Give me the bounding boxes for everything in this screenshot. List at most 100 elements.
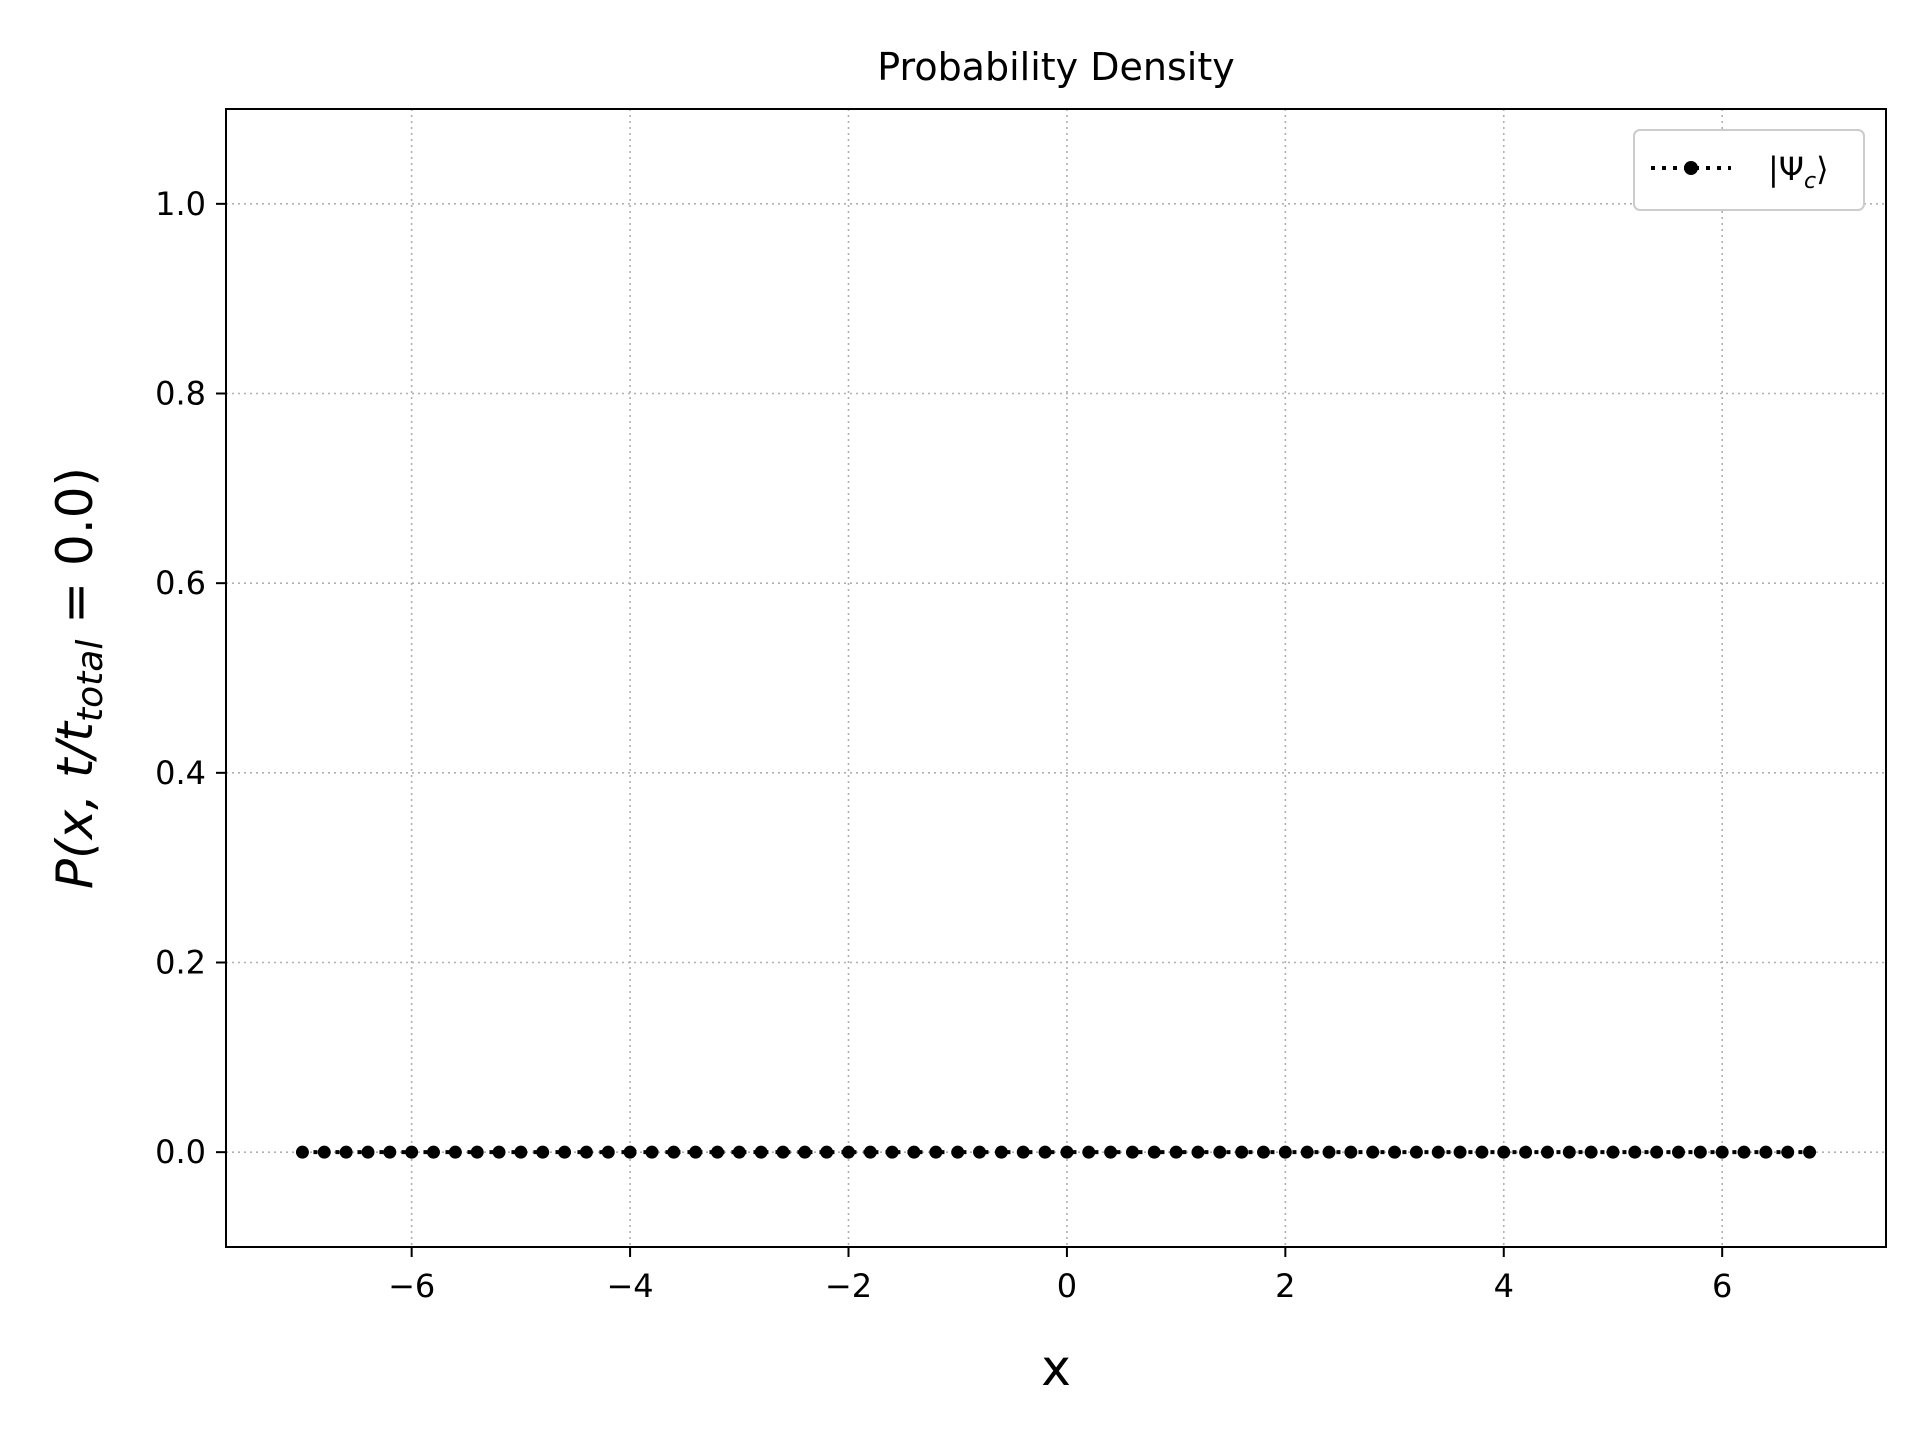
data-point bbox=[514, 1145, 528, 1159]
data-point bbox=[1060, 1145, 1074, 1159]
x-axis-label: x bbox=[1041, 1339, 1071, 1397]
data-point bbox=[732, 1145, 746, 1159]
data-point bbox=[1584, 1145, 1598, 1159]
legend-box bbox=[1633, 129, 1865, 211]
x-tick-label: 6 bbox=[1712, 1267, 1732, 1305]
data-point bbox=[601, 1145, 615, 1159]
data-point bbox=[1344, 1145, 1358, 1159]
y-axis-label-main: P(x, t/t bbox=[46, 720, 104, 889]
data-point bbox=[1388, 1145, 1402, 1159]
data-point bbox=[1431, 1145, 1445, 1159]
x-tick-label: −4 bbox=[606, 1267, 653, 1305]
data-point bbox=[623, 1145, 637, 1159]
data-point bbox=[1125, 1145, 1139, 1159]
y-tick-label: 0.0 bbox=[155, 1133, 206, 1171]
y-axis-label-tail: = 0.0) bbox=[46, 467, 104, 640]
data-point bbox=[1453, 1145, 1467, 1159]
data-point bbox=[907, 1145, 921, 1159]
data-point bbox=[1562, 1145, 1576, 1159]
y-tick-label: 0.2 bbox=[155, 944, 206, 982]
data-point bbox=[295, 1145, 309, 1159]
y-axis-label-sub: total bbox=[70, 640, 111, 722]
data-point bbox=[1213, 1145, 1227, 1159]
data-point bbox=[776, 1145, 790, 1159]
data-point bbox=[492, 1145, 506, 1159]
ticks-layer: −6 −4 −2 0 2 4 6 0.0 0.2 0.4 0.6 0.8 1.0 bbox=[155, 185, 1732, 1305]
chart-title: Probability Density bbox=[877, 45, 1234, 89]
data-point bbox=[1759, 1145, 1773, 1159]
plot-frame bbox=[225, 108, 1887, 1248]
data-point bbox=[1650, 1145, 1664, 1159]
data-point bbox=[1781, 1145, 1795, 1159]
data-point bbox=[558, 1145, 572, 1159]
data-point bbox=[448, 1145, 462, 1159]
data-point bbox=[1715, 1145, 1729, 1159]
data-point bbox=[1497, 1145, 1511, 1159]
data-point bbox=[689, 1145, 703, 1159]
data-point bbox=[863, 1145, 877, 1159]
data-point bbox=[645, 1145, 659, 1159]
data-point bbox=[1191, 1145, 1205, 1159]
data-point bbox=[1693, 1145, 1707, 1159]
data-point bbox=[1366, 1145, 1380, 1159]
legend-label-prefix: |Ψ bbox=[1768, 150, 1804, 188]
data-point bbox=[842, 1145, 855, 1159]
data-point bbox=[1672, 1145, 1685, 1159]
data-point bbox=[1519, 1145, 1533, 1159]
data-point bbox=[339, 1145, 353, 1159]
data-point bbox=[405, 1145, 419, 1159]
series-layer bbox=[295, 1145, 1817, 1159]
grid-layer bbox=[226, 109, 1886, 1247]
data-point bbox=[754, 1145, 768, 1159]
data-point bbox=[427, 1145, 440, 1159]
data-point bbox=[1628, 1145, 1642, 1159]
data-point bbox=[1803, 1145, 1817, 1159]
data-point bbox=[1038, 1145, 1052, 1159]
y-tick-label: 0.4 bbox=[155, 754, 206, 792]
y-tick-label: 0.8 bbox=[155, 375, 206, 413]
data-point bbox=[1606, 1145, 1620, 1159]
data-point bbox=[1300, 1145, 1314, 1159]
data-point bbox=[317, 1145, 331, 1159]
y-axis-label: P(x, t/ttotal = 0.0) bbox=[46, 467, 111, 889]
data-point bbox=[820, 1145, 834, 1159]
x-tick-label: 2 bbox=[1275, 1267, 1295, 1305]
data-point bbox=[929, 1145, 943, 1159]
legend-marker-sample bbox=[1684, 161, 1698, 175]
data-point bbox=[1278, 1145, 1292, 1159]
data-point bbox=[951, 1145, 965, 1159]
data-point bbox=[1737, 1145, 1751, 1159]
legend-label-sub: c bbox=[1804, 169, 1816, 194]
x-tick-label: −2 bbox=[825, 1267, 872, 1305]
legend: |Ψc⟩ bbox=[1633, 129, 1865, 211]
data-point bbox=[1409, 1145, 1423, 1159]
data-point bbox=[536, 1145, 550, 1159]
data-point bbox=[1540, 1145, 1554, 1159]
x-tick-label: 4 bbox=[1494, 1267, 1514, 1305]
data-point bbox=[383, 1145, 397, 1159]
data-point bbox=[1169, 1145, 1183, 1159]
data-point bbox=[710, 1145, 724, 1159]
data-point bbox=[885, 1145, 899, 1159]
legend-label-suffix: ⟩ bbox=[1816, 150, 1828, 188]
data-point bbox=[798, 1145, 812, 1159]
data-point bbox=[579, 1145, 593, 1159]
data-point bbox=[1475, 1145, 1489, 1159]
data-point bbox=[470, 1145, 484, 1159]
data-point bbox=[1104, 1145, 1118, 1159]
data-point bbox=[667, 1145, 681, 1159]
data-point bbox=[1016, 1145, 1030, 1159]
y-tick-label: 0.6 bbox=[155, 564, 206, 602]
data-point bbox=[1235, 1145, 1249, 1159]
data-point bbox=[1147, 1145, 1161, 1159]
data-point bbox=[1082, 1145, 1096, 1159]
y-tick-label: 1.0 bbox=[155, 185, 206, 223]
x-tick-label: −6 bbox=[388, 1267, 435, 1305]
data-point bbox=[973, 1145, 987, 1159]
data-point bbox=[361, 1145, 375, 1159]
legend-label: |Ψc⟩ bbox=[1768, 150, 1829, 194]
data-point bbox=[1257, 1145, 1270, 1159]
x-tick-label: 0 bbox=[1057, 1267, 1077, 1305]
